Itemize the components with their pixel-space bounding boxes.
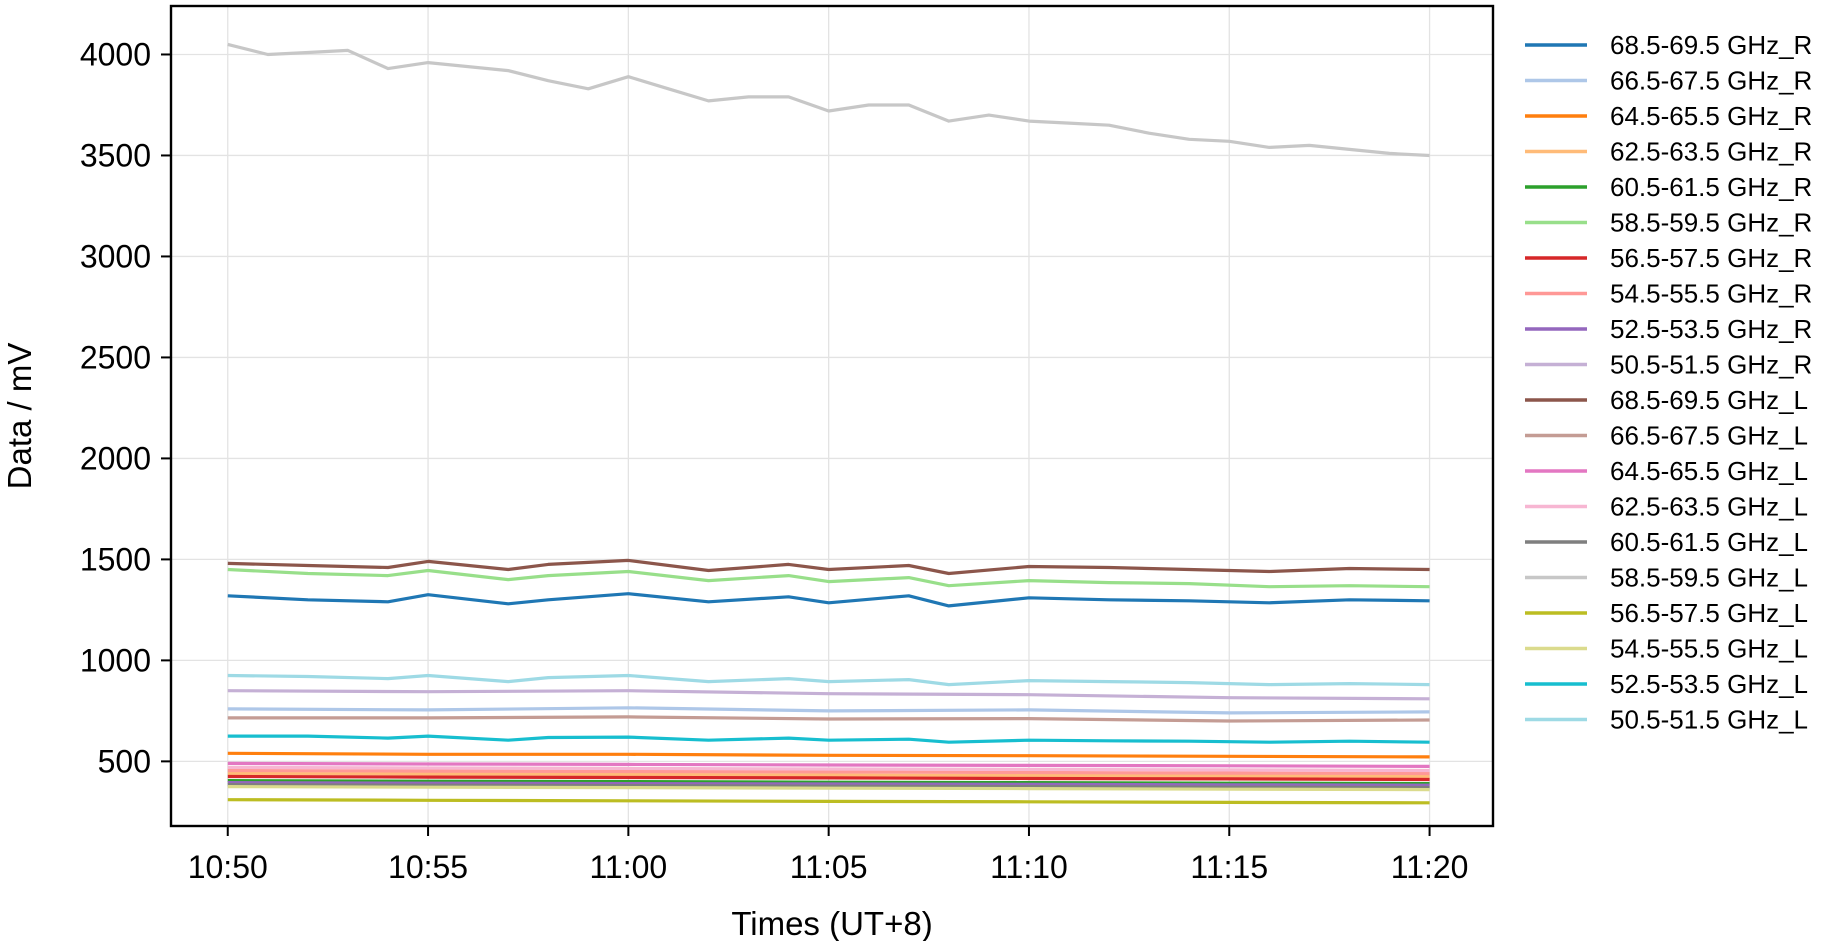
series-line-3	[227, 751, 1430, 759]
series-line-6	[227, 567, 1430, 589]
grid-lines	[171, 6, 1493, 826]
series-line-11	[227, 558, 1430, 576]
series-line-20	[227, 673, 1430, 687]
legend-label: 60.5-61.5 GHz_L	[1610, 527, 1808, 557]
legend-label: 60.5-61.5 GHz_R	[1610, 172, 1812, 202]
series-line-1	[227, 592, 1430, 608]
series-line-7	[227, 774, 1430, 782]
series-lines	[227, 42, 1430, 805]
series-line-10	[227, 689, 1430, 701]
legend-label: 52.5-53.5 GHz_R	[1610, 314, 1812, 344]
legend-label: 62.5-63.5 GHz_R	[1610, 137, 1812, 167]
x-tick-label: 11:05	[790, 849, 868, 885]
y-tick-label: 1000	[80, 642, 151, 678]
plot-area-frame	[169, 4, 1495, 828]
legend-label: 58.5-59.5 GHz_L	[1610, 563, 1808, 593]
series-line-12	[227, 715, 1430, 723]
legend-label: 68.5-69.5 GHz_L	[1610, 385, 1808, 415]
y-tick-label: 3000	[80, 238, 151, 274]
y-tick-label: 4000	[80, 36, 151, 72]
axis-ticks: 10:50 10:55 11:00 11:05 11:10 11:15 11:20 500 10…	[80, 36, 1469, 885]
x-tick-label: 11:20	[1391, 849, 1469, 885]
x-axis-label: Times (UT+8)	[731, 905, 932, 941]
legend-label: 50.5-51.5 GHz_L	[1610, 705, 1808, 735]
series-line-15	[227, 782, 1430, 790]
y-tick-label: 2000	[80, 440, 151, 476]
x-tick-label: 11:15	[1190, 849, 1268, 885]
legend-label: 54.5-55.5 GHz_L	[1610, 634, 1808, 664]
series-line-19	[227, 734, 1430, 744]
x-tick-label: 11:00	[590, 849, 668, 885]
series-line-13	[227, 761, 1430, 769]
legend: 68.5-69.5 GHz_R 66.5-67.5 GHz_R 64.5-65.5 …	[1525, 30, 1812, 735]
legend-label: 66.5-67.5 GHz_L	[1610, 421, 1808, 451]
series-line-16	[227, 42, 1430, 158]
series-line-17	[227, 798, 1430, 805]
x-tick-label: 11:10	[990, 849, 1068, 885]
y-tick-label: 2500	[80, 339, 151, 375]
series-line-14	[227, 765, 1430, 773]
y-tick-label: 1500	[80, 541, 151, 577]
legend-label: 62.5-63.5 GHz_L	[1610, 492, 1808, 522]
x-tick-label: 10:55	[388, 849, 468, 885]
series-line-8	[227, 768, 1430, 776]
legend-label: 64.5-65.5 GHz_R	[1610, 101, 1812, 131]
series-line-4	[227, 771, 1430, 779]
y-tick-label: 500	[98, 743, 151, 779]
legend-label: 56.5-57.5 GHz_L	[1610, 598, 1808, 628]
x-tick-label: 10:50	[188, 849, 268, 885]
y-tick-label: 3500	[80, 137, 151, 173]
y-axis-label: Data / mV	[1, 343, 38, 490]
legend-label: 50.5-51.5 GHz_R	[1610, 350, 1812, 380]
legend-label: 64.5-65.5 GHz_L	[1610, 456, 1808, 486]
legend-label: 58.5-59.5 GHz_R	[1610, 208, 1812, 238]
legend-label: 68.5-69.5 GHz_R	[1610, 30, 1812, 60]
legend-label: 56.5-57.5 GHz_R	[1610, 243, 1812, 273]
legend-label: 66.5-67.5 GHz_R	[1610, 66, 1812, 96]
legend-label: 54.5-55.5 GHz_R	[1610, 279, 1812, 309]
series-line-9	[227, 780, 1430, 787]
legend-label: 52.5-53.5 GHz_L	[1610, 669, 1808, 699]
series-line-18	[227, 784, 1430, 792]
series-line-2	[227, 706, 1430, 715]
